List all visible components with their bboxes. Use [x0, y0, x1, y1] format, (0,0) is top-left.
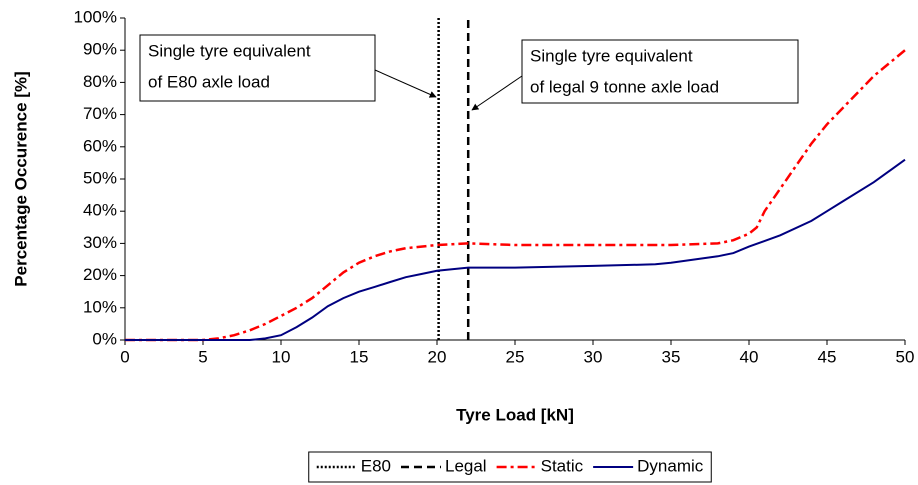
y-tick-label: 10%: [83, 297, 117, 316]
x-tick-label: 5: [198, 347, 207, 366]
y-tick-label: 90%: [83, 40, 117, 59]
annotation-arrow: [471, 75, 523, 111]
annotation-text: of legal 9 tonne axle load: [530, 77, 719, 96]
y-tick-label: 70%: [83, 104, 117, 123]
legend-box: [308, 451, 712, 483]
y-tick-label: 40%: [83, 201, 117, 220]
y-tick-label: 20%: [83, 265, 117, 284]
y-tick-label: 100%: [74, 7, 117, 26]
y-tick-label: 60%: [83, 136, 117, 155]
annotation-box: [139, 34, 376, 102]
x-tick-label: 45: [818, 347, 837, 366]
y-axis-title: Percentage Occurence [%]: [11, 71, 30, 286]
legend-label: E80: [361, 456, 391, 475]
annotation-text: Single tyre equivalent: [148, 41, 311, 60]
x-tick-label: 50: [896, 347, 915, 366]
x-tick-label: 20: [428, 347, 447, 366]
y-tick-label: 50%: [83, 168, 117, 187]
x-tick-label: 25: [506, 347, 525, 366]
x-tick-label: 40: [740, 347, 759, 366]
y-tick-label: 30%: [83, 233, 117, 252]
annotation-text: Single tyre equivalent: [530, 46, 693, 65]
legend-label: Legal: [445, 456, 487, 475]
x-tick-label: 15: [350, 347, 369, 366]
series-line: [125, 158, 906, 341]
x-tick-label: 30: [584, 347, 603, 366]
x-axis-title: Tyre Load [kN]: [456, 405, 574, 424]
y-tick-label: 0%: [92, 329, 117, 348]
annotation-box: [521, 39, 799, 104]
legend: E80 Legal Static Dynamic: [308, 451, 712, 483]
annotation-text: of E80 axle load: [148, 72, 270, 91]
y-tick-label: 80%: [83, 72, 117, 91]
legend-label: Static: [541, 456, 584, 475]
annotation-arrow: [374, 69, 437, 98]
legend-label: Dynamic: [637, 456, 704, 475]
x-tick-label: 35: [662, 347, 681, 366]
series-line: [125, 49, 906, 342]
x-tick-label: 0: [120, 347, 129, 366]
x-tick-label: 10: [272, 347, 291, 366]
